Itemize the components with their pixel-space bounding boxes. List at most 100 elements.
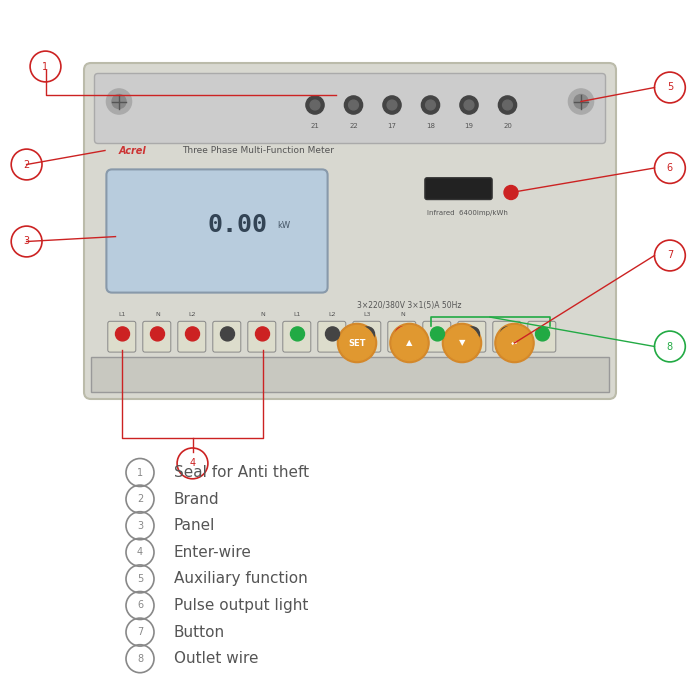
Text: 3: 3 bbox=[137, 521, 143, 531]
Text: 17: 17 bbox=[388, 122, 396, 129]
Text: 0.00: 0.00 bbox=[208, 214, 268, 237]
Circle shape bbox=[349, 100, 358, 110]
Circle shape bbox=[256, 327, 270, 341]
Text: N: N bbox=[400, 312, 405, 317]
Text: N: N bbox=[260, 312, 265, 317]
Text: 8: 8 bbox=[137, 654, 143, 664]
Text: Three Phase Multi-Function Meter: Three Phase Multi-Function Meter bbox=[182, 146, 334, 155]
Circle shape bbox=[500, 327, 514, 341]
Circle shape bbox=[568, 89, 594, 114]
Circle shape bbox=[116, 327, 130, 341]
Text: Button: Button bbox=[174, 624, 225, 640]
Text: 1: 1 bbox=[43, 62, 48, 71]
Text: Brand: Brand bbox=[174, 491, 219, 507]
FancyBboxPatch shape bbox=[425, 178, 492, 200]
FancyBboxPatch shape bbox=[84, 63, 616, 399]
FancyBboxPatch shape bbox=[458, 321, 486, 352]
Text: L3: L3 bbox=[364, 312, 371, 317]
Circle shape bbox=[495, 323, 534, 363]
Text: Acrel: Acrel bbox=[119, 146, 147, 155]
FancyBboxPatch shape bbox=[213, 321, 241, 352]
Circle shape bbox=[460, 96, 478, 114]
Circle shape bbox=[426, 100, 435, 110]
Circle shape bbox=[390, 323, 429, 363]
Circle shape bbox=[383, 96, 401, 114]
FancyBboxPatch shape bbox=[318, 321, 346, 352]
Text: 4: 4 bbox=[190, 458, 195, 468]
Circle shape bbox=[290, 327, 304, 341]
Text: 2: 2 bbox=[24, 160, 29, 169]
Circle shape bbox=[344, 96, 363, 114]
Circle shape bbox=[186, 327, 199, 341]
FancyBboxPatch shape bbox=[353, 321, 381, 352]
FancyBboxPatch shape bbox=[283, 321, 311, 352]
Circle shape bbox=[497, 326, 532, 360]
Text: 1: 1 bbox=[137, 468, 143, 477]
Text: 7: 7 bbox=[667, 251, 673, 260]
Text: 6: 6 bbox=[137, 601, 143, 610]
FancyBboxPatch shape bbox=[388, 321, 416, 352]
Text: 7: 7 bbox=[137, 627, 143, 637]
Circle shape bbox=[464, 100, 474, 110]
Text: 5: 5 bbox=[137, 574, 143, 584]
Text: 3×220/380V 3×1(5)A 50Hz: 3×220/380V 3×1(5)A 50Hz bbox=[357, 301, 461, 310]
Circle shape bbox=[150, 327, 164, 341]
Circle shape bbox=[421, 96, 440, 114]
Text: SET: SET bbox=[349, 339, 365, 347]
Text: 22: 22 bbox=[349, 122, 358, 129]
Circle shape bbox=[392, 326, 427, 360]
Circle shape bbox=[498, 96, 517, 114]
Circle shape bbox=[220, 327, 234, 341]
Text: Panel: Panel bbox=[174, 518, 215, 533]
Text: N: N bbox=[155, 312, 160, 317]
Text: 21: 21 bbox=[311, 122, 319, 129]
FancyBboxPatch shape bbox=[528, 321, 556, 352]
Text: kW: kW bbox=[278, 221, 290, 230]
Text: 3: 3 bbox=[24, 237, 29, 246]
Circle shape bbox=[466, 327, 480, 341]
Circle shape bbox=[503, 100, 512, 110]
Text: 4: 4 bbox=[137, 547, 143, 557]
Text: 2: 2 bbox=[137, 494, 143, 504]
Text: Outlet wire: Outlet wire bbox=[174, 651, 258, 666]
Circle shape bbox=[387, 100, 397, 110]
Text: Pulse output light: Pulse output light bbox=[174, 598, 308, 613]
Text: Auxiliary function: Auxiliary function bbox=[174, 571, 307, 587]
Text: L1: L1 bbox=[294, 312, 301, 317]
Circle shape bbox=[106, 89, 132, 114]
Circle shape bbox=[444, 326, 480, 360]
Text: Infrared  6400imp/kWh: Infrared 6400imp/kWh bbox=[427, 210, 508, 216]
Circle shape bbox=[306, 96, 324, 114]
Text: 20: 20 bbox=[503, 122, 512, 129]
Text: ▼: ▼ bbox=[458, 339, 466, 347]
Text: Enter-wire: Enter-wire bbox=[174, 545, 251, 560]
FancyBboxPatch shape bbox=[178, 321, 206, 352]
Text: L1: L1 bbox=[119, 312, 126, 317]
Text: 18: 18 bbox=[426, 122, 435, 129]
Circle shape bbox=[112, 94, 126, 108]
FancyBboxPatch shape bbox=[493, 321, 521, 352]
FancyBboxPatch shape bbox=[143, 321, 171, 352]
Circle shape bbox=[442, 323, 482, 363]
FancyBboxPatch shape bbox=[248, 321, 276, 352]
Circle shape bbox=[337, 323, 377, 363]
Text: L2: L2 bbox=[189, 312, 196, 317]
FancyBboxPatch shape bbox=[108, 321, 136, 352]
Circle shape bbox=[536, 327, 550, 341]
Text: ↵: ↵ bbox=[511, 339, 518, 347]
FancyBboxPatch shape bbox=[423, 321, 451, 352]
Circle shape bbox=[326, 327, 340, 341]
Circle shape bbox=[430, 327, 444, 341]
Text: Seal for Anti theft: Seal for Anti theft bbox=[174, 465, 309, 480]
Circle shape bbox=[574, 94, 588, 108]
Text: 5: 5 bbox=[667, 83, 673, 92]
Text: ▲: ▲ bbox=[406, 339, 413, 347]
Text: 19: 19 bbox=[465, 122, 473, 129]
Circle shape bbox=[360, 327, 374, 341]
Circle shape bbox=[340, 326, 374, 360]
FancyBboxPatch shape bbox=[94, 74, 606, 144]
FancyBboxPatch shape bbox=[91, 357, 609, 392]
Circle shape bbox=[310, 100, 320, 110]
Text: L2: L2 bbox=[329, 312, 336, 317]
Text: 6: 6 bbox=[667, 163, 673, 173]
